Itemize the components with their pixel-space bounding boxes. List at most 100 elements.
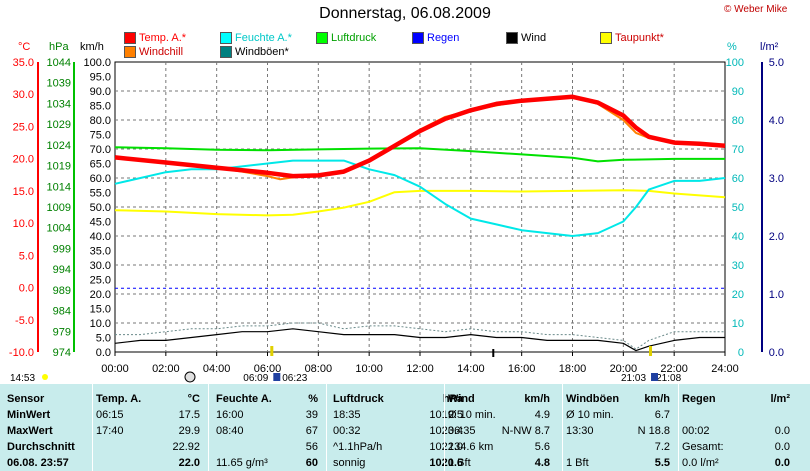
time-tick-label: 10:00 [355, 363, 383, 375]
humidity-tick-label: 60 [732, 173, 744, 185]
table-header-cell: l/m² [770, 393, 790, 405]
table-header-cell: Feuchte A. [216, 393, 272, 405]
temp-tick-label: 25.0 [13, 121, 34, 133]
humidity-tick-label: 90 [732, 86, 744, 98]
table-cell: 06.08. 23:57 [7, 457, 69, 469]
speed-tick-label: 85.0 [90, 101, 111, 113]
legend-swatch [220, 46, 232, 58]
table-header-cell: Sensor [7, 393, 45, 405]
humidity-tick-label: 10 [732, 318, 744, 330]
time-tick-label: 00:00 [101, 363, 129, 375]
table-column-divider [208, 384, 209, 471]
table-cell: 5.6 [534, 441, 550, 453]
table-header-cell: Wind [448, 393, 475, 405]
speed-tick-label: 25.0 [90, 275, 111, 287]
table-cell: 0.0 l/m² [682, 457, 719, 469]
pressure-tick-label: 1034 [47, 98, 71, 110]
legend-label: Windchill [139, 46, 184, 58]
sunset-time: 21:03 [621, 373, 646, 384]
pressure-tick-label: 999 [53, 243, 71, 255]
speed-tick-label: 35.0 [90, 246, 111, 258]
temp-tick-label: 15.0 [13, 186, 34, 198]
time-tick-label: 02:00 [152, 363, 180, 375]
table-header-cell: Temp. A. [96, 393, 142, 405]
pressure-tick-label: 1019 [47, 161, 71, 173]
rain-tick-label: 2.0 [769, 231, 784, 243]
table-cell: 0.0 [774, 425, 790, 437]
table-cell: Ø 10 min. [448, 409, 496, 421]
table-cell: 1022.0 [429, 441, 463, 453]
speed-tick-label: 75.0 [90, 130, 111, 142]
table-cell: Gesamt: [682, 441, 724, 453]
humidity-tick-label: 50 [732, 202, 744, 214]
unit-temp: °C [18, 41, 31, 53]
table-cell: 08:40 [216, 425, 244, 437]
temp-tick-label: -10.0 [9, 347, 34, 359]
unit-pressure: hPa [49, 41, 69, 53]
table-cell: 67 [305, 425, 318, 437]
time-tick-label: 20:00 [610, 363, 638, 375]
table-cell: Durchschnitt [7, 441, 75, 453]
table-header-cell: % [308, 393, 318, 405]
humidity-tick-label: 40 [732, 231, 744, 243]
table-cell: 4.8 [534, 457, 550, 469]
speed-tick-label: 5.0 [96, 333, 111, 345]
speed-tick-label: 90.0 [90, 86, 111, 98]
table-cell: 18:35 [333, 409, 361, 421]
legend-item: Wind [506, 32, 546, 44]
sunset-time: 21:08 [656, 373, 681, 384]
table-cell: 06:35 [448, 425, 476, 437]
sunset-icon [651, 373, 659, 381]
table-cell: 13:30 [566, 425, 594, 437]
time-tick-label: 18:00 [559, 363, 587, 375]
pressure-tick-label: 1009 [47, 202, 71, 214]
speed-tick-label: 15.0 [90, 304, 111, 316]
humidity-tick-label: 20 [732, 289, 744, 301]
table-cell: 1023.4 [429, 425, 463, 437]
sunrise-marker [270, 346, 274, 356]
table-cell: 1019.5 [429, 409, 463, 421]
rain-tick-label: 1.0 [769, 289, 784, 301]
weather-chart: 35.0 30.0 25.0 20.0 15.0 10.0 5.0 0.0 -5.0 -10.0 1… [9, 57, 784, 384]
pressure-tick-label: 984 [53, 306, 71, 318]
time-tick-label: 06:00 [254, 363, 282, 375]
table-header-cell: km/h [644, 393, 670, 405]
speed-tick-label: 50.0 [90, 202, 111, 214]
legend-swatch [600, 32, 612, 44]
pressure-tick-label: 974 [53, 347, 71, 359]
series-line-temp-a [114, 94, 726, 179]
table-column-divider [326, 384, 327, 471]
stats-table: Sensor Temp. A. °C Feuchte A.% Luftdruck hPa W… [0, 384, 810, 471]
legend-item: Regen [412, 32, 459, 44]
table-header-cell: Windböen [566, 393, 620, 405]
series-line-wind [114, 328, 725, 352]
rain-tick-label: 0.0 [769, 347, 784, 359]
time-tick-label: 14:00 [457, 363, 485, 375]
legend-label: Feuchte A.* [235, 32, 292, 44]
speed-tick-label: 95.0 [90, 72, 111, 84]
table-cell: 6.7 [654, 409, 670, 421]
table-cell: Ø 10 min. [566, 409, 614, 421]
legend-label: Luftdruck [331, 32, 377, 44]
legend-swatch [220, 32, 232, 44]
table-cell: 134.6 km [448, 441, 494, 453]
humidity-tick-label: 100 [726, 57, 744, 69]
pressure-tick-label: 1024 [47, 140, 71, 152]
table-cell: 00:32 [333, 425, 361, 437]
pressure-tick-label: 1014 [47, 181, 71, 193]
moon-icon [184, 371, 196, 383]
table-cell: 17:40 [96, 425, 124, 437]
table-cell: 06:15 [96, 409, 124, 421]
sunrise-time: 06:09 [243, 373, 268, 384]
table-header-cell: Luftdruck [333, 393, 384, 405]
table-cell: 29.9 [178, 425, 200, 437]
temp-tick-label: 35.0 [13, 57, 34, 69]
time-tick-label: 04:00 [203, 363, 231, 375]
sunrise-icon [273, 373, 281, 381]
table-column-divider [92, 384, 93, 471]
legend-label: Temp. A.* [139, 32, 187, 44]
table-header-cell: hPa [442, 393, 463, 405]
legend-label: Wind [521, 32, 547, 44]
table-header-cell: km/h [524, 393, 550, 405]
series-line-luftdruck [114, 146, 725, 163]
